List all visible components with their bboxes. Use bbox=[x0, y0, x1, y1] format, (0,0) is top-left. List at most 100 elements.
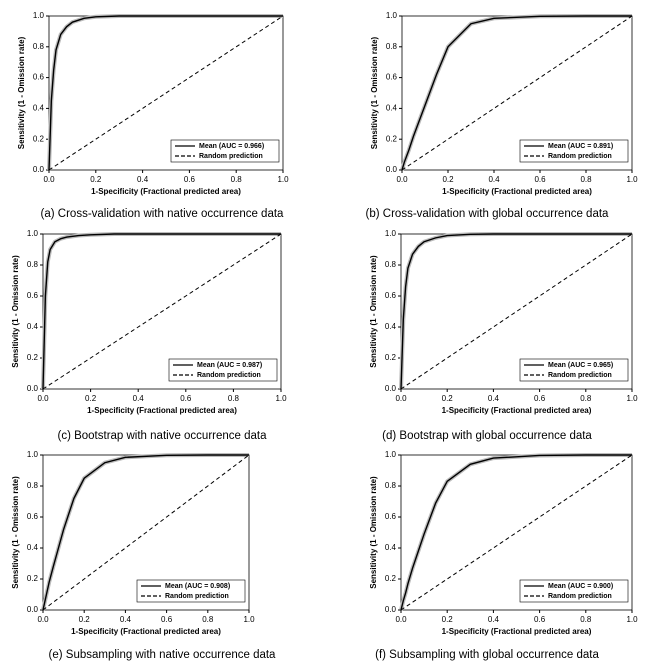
y-tick-label: 0.6 bbox=[33, 73, 45, 82]
y-tick-label: 1.0 bbox=[27, 450, 39, 459]
line bbox=[48, 15, 283, 171]
caption: (f) Subsampling with global occurrence d… bbox=[375, 649, 599, 661]
y-tick-label: 0.0 bbox=[385, 605, 397, 614]
caption: (d) Bootstrap with global occurrence dat… bbox=[382, 430, 592, 442]
legend-label: Random prediction bbox=[548, 372, 612, 379]
y-tick-label: 0.6 bbox=[27, 291, 39, 300]
x-axis-label: 1-Specificity (Fractional predicted area… bbox=[442, 406, 592, 415]
legend-box bbox=[519, 579, 629, 603]
x-axis-label: 1-Specificity (Fractional predicted area… bbox=[87, 406, 237, 415]
line bbox=[42, 233, 281, 390]
legend-box bbox=[519, 139, 629, 163]
caption: (c) Bootstrap with native occurrence dat… bbox=[57, 430, 267, 442]
legend-label: Random prediction bbox=[165, 593, 229, 600]
y-axis-label: Sensitivity (1 - Omission rate) bbox=[11, 476, 20, 589]
line bbox=[42, 233, 282, 390]
y-axis-label: Sensitivity (1 - Omission rate) bbox=[369, 255, 378, 368]
legend-label: Random prediction bbox=[199, 153, 263, 160]
x-tick-label: 0.0 bbox=[395, 615, 407, 624]
y-axis-label: Sensitivity (1 - Omission rate) bbox=[11, 255, 20, 368]
x-tick-label: 0.8 bbox=[580, 615, 592, 624]
line bbox=[48, 15, 284, 171]
x-tick-label: 0.0 bbox=[37, 394, 49, 403]
x-tick-label: 1.0 bbox=[626, 175, 638, 184]
caption: (b) Cross-validation with global occurre… bbox=[366, 208, 609, 220]
y-tick-label: 0.4 bbox=[33, 104, 45, 113]
x-tick-label: 1.0 bbox=[277, 175, 289, 184]
x-tick-label: 0.4 bbox=[488, 615, 500, 624]
y-tick-label: 0.6 bbox=[385, 291, 397, 300]
x-tick-label: 0.8 bbox=[202, 615, 214, 624]
y-tick-label: 0.6 bbox=[385, 512, 397, 521]
y-tick-label: 0.6 bbox=[27, 512, 39, 521]
x-tick-label: 0.4 bbox=[137, 175, 149, 184]
y-tick-label: 0.8 bbox=[385, 481, 397, 490]
y-tick-label: 1.0 bbox=[33, 11, 45, 20]
y-axis-label: Sensitivity (1 - Omission rate) bbox=[369, 476, 378, 589]
y-tick-label: 0.0 bbox=[386, 165, 398, 174]
x-tick-label: 1.0 bbox=[275, 394, 287, 403]
x-tick-label: 1.0 bbox=[626, 394, 638, 403]
y-axis-label: Sensitivity (1 - Omission rate) bbox=[370, 36, 379, 149]
x-axis-label: 1-Specificity (Fractional predicted area… bbox=[442, 627, 592, 636]
x-tick-label: 1.0 bbox=[626, 615, 638, 624]
x-tick-label: 0.2 bbox=[442, 394, 454, 403]
x-tick-label: 0.6 bbox=[534, 615, 546, 624]
y-tick-label: 0.0 bbox=[27, 605, 39, 614]
x-tick-label: 0.8 bbox=[228, 394, 240, 403]
y-tick-label: 0.4 bbox=[27, 543, 39, 552]
x-tick-label: 0.4 bbox=[133, 394, 145, 403]
y-tick-label: 1.0 bbox=[27, 229, 39, 238]
line bbox=[401, 15, 633, 171]
y-tick-label: 0.4 bbox=[386, 104, 398, 113]
y-tick-label: 0.8 bbox=[27, 481, 39, 490]
legend-box bbox=[168, 358, 278, 382]
caption: (a) Cross-validation with native occurre… bbox=[41, 208, 284, 220]
legend-label: Mean (AUC = 0.891) bbox=[548, 143, 613, 150]
x-tick-label: 0.4 bbox=[120, 615, 132, 624]
legend-box bbox=[170, 139, 280, 163]
caption: (e) Subsampling with native occurrence d… bbox=[49, 649, 277, 661]
x-tick-label: 0.0 bbox=[37, 615, 49, 624]
x-tick-label: 0.0 bbox=[396, 175, 408, 184]
y-tick-label: 0.6 bbox=[386, 73, 398, 82]
x-tick-label: 0.0 bbox=[43, 175, 55, 184]
legend-label: Random prediction bbox=[197, 372, 261, 379]
y-tick-label: 0.0 bbox=[33, 165, 45, 174]
y-tick-label: 1.0 bbox=[386, 11, 398, 20]
line bbox=[400, 454, 633, 611]
y-tick-label: 0.4 bbox=[385, 543, 397, 552]
y-axis-label: Sensitivity (1 - Omission rate) bbox=[17, 36, 26, 149]
y-tick-label: 1.0 bbox=[385, 450, 397, 459]
y-tick-label: 0.2 bbox=[386, 134, 398, 143]
y-tick-label: 0.4 bbox=[385, 322, 397, 331]
y-tick-label: 0.8 bbox=[27, 260, 39, 269]
x-tick-label: 0.0 bbox=[395, 394, 407, 403]
x-tick-label: 0.2 bbox=[90, 175, 102, 184]
x-axis-label: 1-Specificity (Fractional predicted area… bbox=[91, 187, 241, 196]
y-tick-label: 0.2 bbox=[33, 134, 45, 143]
x-tick-label: 0.2 bbox=[79, 615, 91, 624]
x-tick-label: 0.8 bbox=[580, 394, 592, 403]
x-tick-label: 0.6 bbox=[161, 615, 173, 624]
y-tick-label: 0.4 bbox=[27, 322, 39, 331]
legend-box bbox=[136, 579, 246, 603]
y-tick-label: 0.2 bbox=[385, 353, 397, 362]
x-axis-label: 1-Specificity (Fractional predicted area… bbox=[71, 627, 221, 636]
x-tick-label: 0.6 bbox=[180, 394, 192, 403]
x-tick-label: 0.6 bbox=[184, 175, 196, 184]
x-tick-label: 0.4 bbox=[488, 394, 500, 403]
line bbox=[400, 233, 633, 390]
x-tick-label: 0.6 bbox=[534, 175, 546, 184]
legend-label: Mean (AUC = 0.900) bbox=[548, 583, 613, 590]
x-tick-label: 1.0 bbox=[243, 615, 255, 624]
line bbox=[401, 15, 632, 171]
line bbox=[400, 454, 632, 611]
y-tick-label: 0.8 bbox=[385, 260, 397, 269]
y-tick-label: 0.8 bbox=[33, 42, 45, 51]
line bbox=[42, 454, 249, 611]
y-tick-label: 0.2 bbox=[385, 574, 397, 583]
y-tick-label: 0.2 bbox=[27, 574, 39, 583]
